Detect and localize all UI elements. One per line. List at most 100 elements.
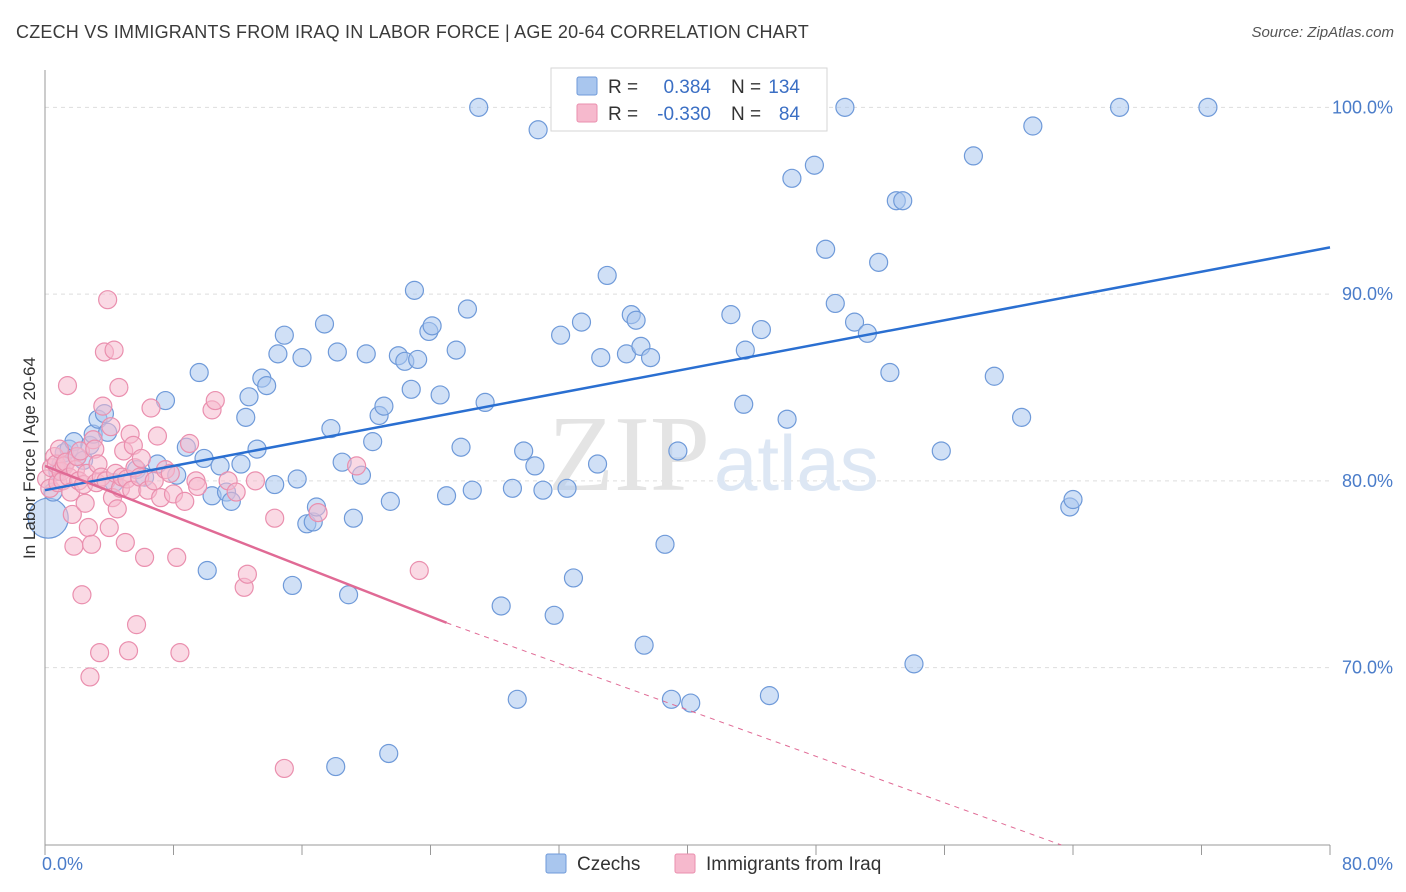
iraq-point-47 xyxy=(115,532,135,553)
czech-point-34 xyxy=(265,474,285,495)
czech-point-21 xyxy=(189,362,209,383)
legend-r-label-czechs: R = xyxy=(608,77,638,98)
czech-point-69 xyxy=(491,596,511,616)
iraq-point-81 xyxy=(347,456,367,476)
legend-r-value-iraq: -0.330 xyxy=(657,104,711,125)
czech-point-45 xyxy=(327,342,347,362)
czech-point-125 xyxy=(379,743,399,764)
czech-point-71 xyxy=(507,689,527,709)
x-tick-label-1: 80.0% xyxy=(1342,854,1393,874)
iraq-point-37 xyxy=(99,517,119,538)
czech-point-116 xyxy=(984,366,1004,386)
iraq-point-59 xyxy=(141,398,161,418)
czech-point-109 xyxy=(869,252,889,272)
czechs-trend-line xyxy=(44,246,1331,492)
czech-point-48 xyxy=(343,508,363,528)
legend-n-value-iraq: 84 xyxy=(779,104,801,125)
czech-point-115 xyxy=(963,146,984,166)
y-tick-label-1: 80.0% xyxy=(1342,471,1393,491)
czech-point-107 xyxy=(835,97,855,117)
czech-point-82 xyxy=(591,347,611,368)
czech-point-67 xyxy=(462,480,482,500)
czech-point-73 xyxy=(525,456,545,476)
iraq-point-82 xyxy=(409,560,429,581)
czech-point-106 xyxy=(844,312,865,332)
iraq-point-15 xyxy=(64,536,84,556)
iraq-point-69 xyxy=(179,433,200,454)
iraq-point-72 xyxy=(205,390,225,411)
czech-point-117 xyxy=(1011,407,1032,427)
iraq-point-42 xyxy=(107,499,127,519)
czech-point-92 xyxy=(668,441,688,461)
czech-point-81 xyxy=(587,454,608,474)
czech-point-105 xyxy=(825,293,845,314)
czech-point-57 xyxy=(401,379,421,399)
iraq-trend-extension xyxy=(446,622,1062,846)
czech-point-64 xyxy=(446,340,466,360)
czech-point-112 xyxy=(893,191,913,211)
czech-point-47 xyxy=(338,585,359,605)
watermark-atlas: atlas xyxy=(714,419,879,507)
legend-box: R = 0.384 N = 134 R = -0.330 N = 84 xyxy=(550,67,828,132)
czech-point-124 xyxy=(326,756,346,777)
czech-point-33 xyxy=(257,376,277,396)
czech-point-118 xyxy=(1023,116,1043,136)
czech-point-114 xyxy=(931,441,951,461)
czech-point-70 xyxy=(502,478,523,498)
iraq-point-25 xyxy=(80,667,100,687)
czech-point-50 xyxy=(356,344,376,364)
czech-point-54 xyxy=(380,491,400,511)
czech-point-23 xyxy=(197,560,217,581)
czech-point-120 xyxy=(1063,489,1083,510)
bottom-legend-label-czechs: Czechs xyxy=(577,854,640,875)
iraq-point-54 xyxy=(126,615,147,635)
czech-point-79 xyxy=(563,568,584,588)
iraq-point-66 xyxy=(167,547,187,568)
iraq-point-57 xyxy=(134,547,155,568)
iraq-point-26 xyxy=(81,534,102,554)
bottom-legend-swatch-iraq xyxy=(674,853,696,874)
czech-point-58 xyxy=(404,280,425,300)
czech-point-121 xyxy=(1109,97,1130,117)
legend-n-label-czechs: N = xyxy=(731,77,761,98)
czech-point-35 xyxy=(268,344,288,364)
czech-point-61 xyxy=(422,316,442,336)
iraq-point-20 xyxy=(72,585,92,605)
y-tick-label-0: 70.0% xyxy=(1342,658,1393,678)
iraq-point-49 xyxy=(118,641,139,661)
czech-point-91 xyxy=(661,689,682,709)
czech-point-37 xyxy=(282,575,302,596)
czech-point-77 xyxy=(551,325,571,345)
czech-point-98 xyxy=(751,319,771,340)
iraq-point-67 xyxy=(170,643,190,663)
czech-point-76 xyxy=(544,605,564,625)
iraq-point-61 xyxy=(147,426,168,446)
legend-swatch-czechs xyxy=(576,76,598,96)
czech-point-83 xyxy=(597,265,617,286)
iraq-point-78 xyxy=(265,508,285,528)
iraq-point-74 xyxy=(226,482,246,502)
iraq-point-80 xyxy=(308,502,328,523)
iraq-point-40 xyxy=(104,340,124,360)
czech-point-38 xyxy=(287,469,307,489)
legend-n-value-czechs: 134 xyxy=(768,77,800,98)
chart-source: Source: ZipAtlas.com xyxy=(1251,24,1394,41)
czech-point-89 xyxy=(640,347,661,368)
iraq-point-31 xyxy=(90,643,110,663)
czech-point-96 xyxy=(734,394,754,414)
points-layer xyxy=(27,97,1218,779)
iraq-point-68 xyxy=(175,491,195,511)
czech-point-123 xyxy=(469,97,489,117)
legend-n-label-iraq: N = xyxy=(731,104,761,125)
czech-point-104 xyxy=(816,239,836,259)
y-tick-label-2: 90.0% xyxy=(1342,284,1393,304)
legend-r-label-iraq: R = xyxy=(608,104,638,125)
czech-point-110 xyxy=(880,362,900,383)
watermark: ZIP atlas xyxy=(548,395,879,514)
iraq-trend-line xyxy=(44,464,448,624)
czech-point-113 xyxy=(904,654,924,674)
iraq-point-38 xyxy=(101,417,121,437)
bottom-legend-swatch-czechs xyxy=(545,853,567,874)
czech-point-62 xyxy=(430,385,450,405)
